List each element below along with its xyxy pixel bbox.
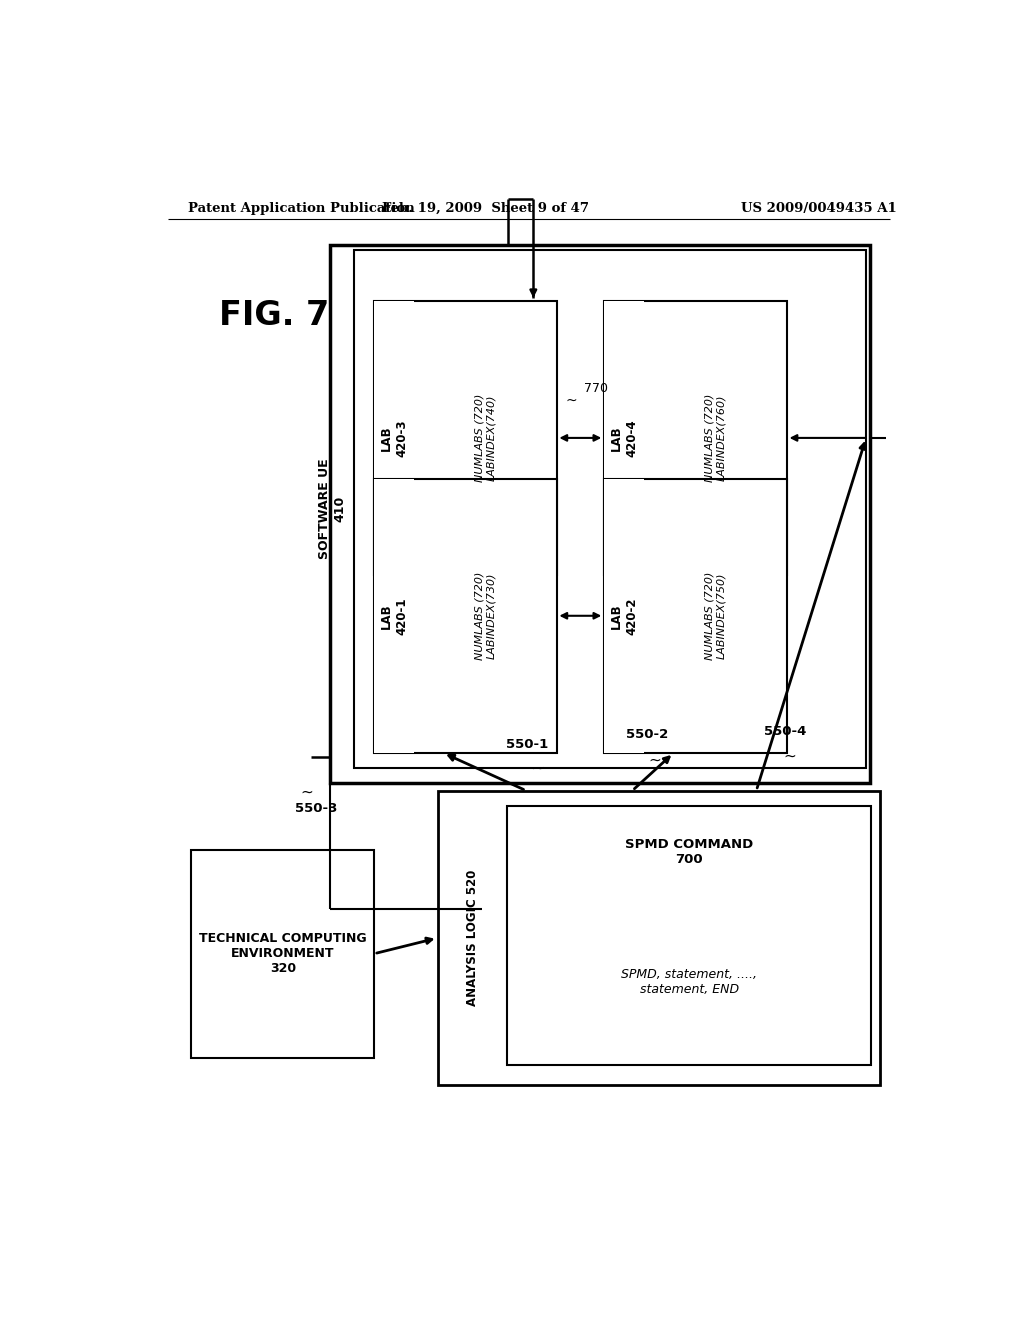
Bar [374,301,557,576]
Text: NUMLABS (720)
LABINDEX(750): NUMLABS (720) LABINDEX(750) [705,572,726,660]
Text: ~: ~ [565,393,577,408]
Bar [604,301,644,576]
Text: 550-3: 550-3 [295,803,337,816]
Bar [191,850,374,1057]
Text: NUMLABS (720)
LABINDEX(730): NUMLABS (720) LABINDEX(730) [474,572,497,660]
Text: LAB
420-2: LAB 420-2 [610,597,638,635]
Text: US 2009/0049435 A1: US 2009/0049435 A1 [740,202,896,215]
Bar [374,479,414,752]
Bar [604,479,786,752]
Text: SPMD COMMAND
700: SPMD COMMAND 700 [625,838,754,866]
Bar [507,805,870,1065]
Bar [354,249,866,768]
Text: ~: ~ [648,752,660,768]
Bar [374,479,557,752]
Text: ~: ~ [783,748,796,763]
Text: LAB
420-3: LAB 420-3 [380,420,409,457]
Text: LAB
420-1: LAB 420-1 [380,597,409,635]
Text: 550-4: 550-4 [764,725,807,738]
Text: TECHNICAL COMPUTING
ENVIRONMENT
320: TECHNICAL COMPUTING ENVIRONMENT 320 [199,932,367,975]
Text: ~: ~ [531,760,545,776]
Bar [604,479,644,752]
Text: 550-1: 550-1 [506,738,549,751]
Bar [331,244,870,784]
Text: Patent Application Publication: Patent Application Publication [187,202,415,215]
Text: FIG. 7: FIG. 7 [219,300,330,333]
Bar [604,301,786,576]
Text: LAB
420-4: LAB 420-4 [610,418,638,457]
Text: Feb. 19, 2009  Sheet 9 of 47: Feb. 19, 2009 Sheet 9 of 47 [382,202,589,215]
Bar [437,791,881,1085]
Text: ~: ~ [300,784,313,799]
Text: ANALYSIS LOGIC 520: ANALYSIS LOGIC 520 [466,870,479,1006]
Text: 550-2: 550-2 [626,729,669,742]
Text: 770: 770 [585,383,608,395]
Text: SPMD, statement, ....,
statement, END: SPMD, statement, ...., statement, END [622,968,757,997]
Text: NUMLABS (720)
LABINDEX(760): NUMLABS (720) LABINDEX(760) [705,393,726,482]
Text: NUMLABS (720)
LABINDEX(740): NUMLABS (720) LABINDEX(740) [474,393,497,482]
Bar [374,301,414,576]
Text: SOFTWARE UE
410: SOFTWARE UE 410 [318,459,346,560]
